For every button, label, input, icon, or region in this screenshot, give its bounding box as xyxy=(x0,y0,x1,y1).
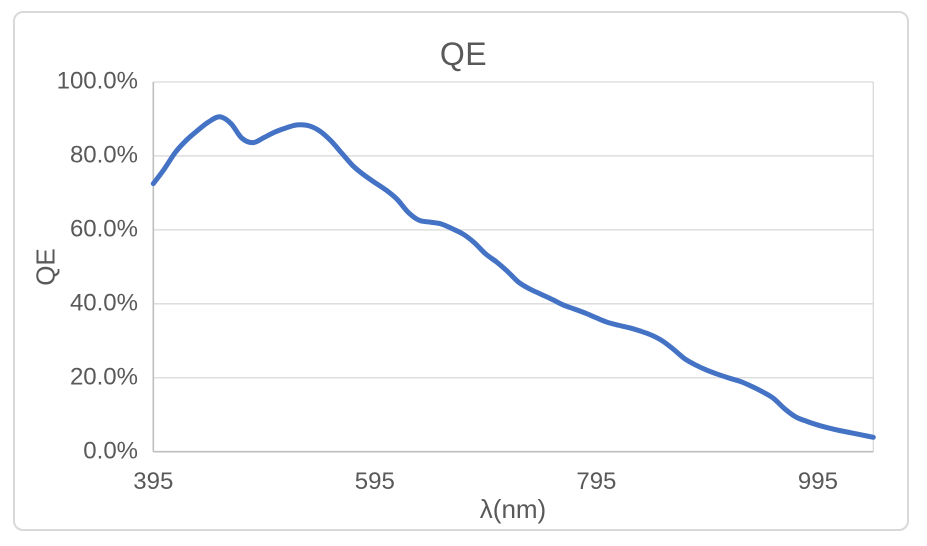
y-tick-label: 100.0% xyxy=(56,67,138,95)
y-tick-label: 20.0% xyxy=(69,363,138,391)
x-tick-label: 595 xyxy=(354,468,395,495)
y-tick-label: 0.0% xyxy=(83,437,138,465)
x-tick-label: 795 xyxy=(576,468,617,495)
chart-frame xyxy=(13,11,909,531)
x-tick-label: 995 xyxy=(797,468,838,495)
chart-title: QE xyxy=(439,36,488,72)
y-tick-label: 60.0% xyxy=(69,215,138,243)
qe-curve xyxy=(150,114,876,440)
x-axis-title: λ(nm) xyxy=(479,494,547,524)
y-tick-label: 40.0% xyxy=(69,289,138,317)
x-tick-label: 395 xyxy=(133,468,174,495)
y-axis-title: QE xyxy=(30,248,61,286)
y-tick-label: 80.0% xyxy=(69,141,138,169)
